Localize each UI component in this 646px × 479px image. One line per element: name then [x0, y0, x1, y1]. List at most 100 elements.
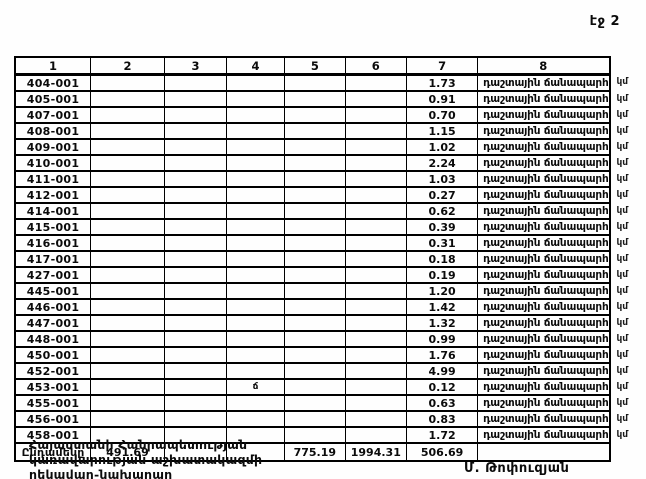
value-cell: 0.19 [406, 266, 479, 284]
footer-organization-text: Հայաստանի Հանրապետության կառավարության ա… [29, 437, 262, 479]
empty-cell [163, 250, 227, 268]
empty-cell [163, 362, 227, 380]
empty-cell [90, 314, 165, 332]
code-cell: 453-001 [14, 378, 92, 396]
code-cell: 450-001 [14, 346, 92, 364]
description-cell: դաշտային ճանապարհ [477, 298, 611, 316]
empty-cell [284, 122, 346, 140]
table-header-cell: 5 [284, 56, 346, 76]
code-cell: 458-001 [14, 426, 92, 444]
empty-cell [284, 234, 346, 252]
empty-cell [163, 106, 227, 124]
empty-cell [344, 362, 408, 380]
empty-cell [225, 138, 286, 156]
empty-cell [344, 73, 408, 92]
empty-cell [284, 394, 346, 412]
unit-label: կմ [616, 93, 629, 104]
empty-cell [225, 218, 286, 236]
description-cell: դաշտային ճանապարհ [477, 314, 611, 332]
empty-cell [163, 73, 227, 92]
empty-cell [344, 234, 408, 252]
empty-cell [90, 410, 165, 428]
code-cell: 409-001 [14, 138, 92, 156]
unit-label: կմ [616, 301, 629, 312]
value-cell: 0.91 [406, 90, 479, 108]
unit-label: կմ [616, 413, 629, 424]
empty-cell [284, 186, 346, 204]
empty-cell [163, 282, 227, 300]
table-row: 410-001 2.24 դաշտային ճանապարհ կմ [14, 154, 645, 172]
value-cell: 1.02 [406, 138, 479, 156]
value-cell: 0.12 [406, 378, 479, 396]
unit-label: կմ [616, 429, 629, 440]
empty-cell [163, 186, 227, 204]
unit-label: կմ [616, 173, 629, 184]
description-cell: դաշտային ճանապարհ [477, 90, 611, 108]
table-header-cell: 7 [406, 56, 479, 76]
empty-cell [344, 378, 408, 396]
description-cell: դաշտային ճանապարհ [477, 362, 611, 380]
empty-cell [90, 266, 165, 284]
unit-label: կմ [616, 189, 629, 200]
table-header-cell: 3 [163, 56, 227, 76]
empty-cell [90, 138, 165, 156]
table-row: 446-001 1.42 դաշտային ճանապարհ կմ [14, 298, 645, 316]
value-cell: 0.70 [406, 106, 479, 124]
empty-cell [344, 394, 408, 412]
unit-label: կմ [616, 317, 629, 328]
unit-label: կմ [616, 333, 629, 344]
description-cell: դաշտային ճանապարհ [477, 410, 611, 428]
empty-cell [284, 90, 346, 108]
value-cell: 1.72 [406, 426, 479, 444]
description-cell: դաշտային ճանապարհ [477, 234, 611, 252]
code-cell: 404-001 [14, 73, 92, 92]
description-cell: դաշտային ճանապարհ [477, 346, 611, 364]
empty-cell [225, 330, 286, 348]
unit-label: կմ [616, 365, 629, 376]
empty-cell [163, 170, 227, 188]
table-row: 427-001 0.19 դաշտային ճանապարհ կմ [14, 266, 645, 284]
empty-cell [163, 410, 227, 428]
table-row: 407-001 0.70 դաշտային ճանապարհ կմ [14, 106, 645, 124]
empty-cell [225, 314, 286, 332]
empty-cell [163, 90, 227, 108]
empty-cell [225, 186, 286, 204]
empty-cell [344, 154, 408, 172]
empty-cell [163, 122, 227, 140]
value-cell: 1.73 [406, 73, 479, 92]
table-header-cell: 1 [14, 56, 92, 76]
empty-cell [344, 426, 408, 444]
code-cell: 446-001 [14, 298, 92, 316]
empty-cell [344, 330, 408, 348]
empty-cell [90, 154, 165, 172]
empty-cell [90, 330, 165, 348]
table-row: 408-001 1.15 դաշտային ճանապարհ կմ [14, 122, 645, 140]
code-cell: 427-001 [14, 266, 92, 284]
description-cell: դաշտային ճանապարհ [477, 170, 611, 188]
value-cell: 1.20 [406, 282, 479, 300]
org-line: Հայաստանի Հանրապետության [29, 437, 248, 452]
unit-label: կմ [616, 253, 629, 264]
table-row: 453-001 ճ 0.12 դաշտային ճանապարհ կմ [14, 378, 645, 396]
table-row: 458-001 1.72 դաշտային ճանապարհ կմ [14, 426, 645, 444]
empty-cell [90, 73, 165, 92]
empty-cell [344, 138, 408, 156]
empty-cell [163, 314, 227, 332]
unit-label: կմ [616, 397, 629, 408]
empty-cell [225, 362, 286, 380]
empty-cell [344, 202, 408, 220]
description-cell: դաշտային ճանապարհ [477, 250, 611, 268]
empty-cell [163, 218, 227, 236]
empty-cell [284, 410, 346, 428]
empty-cell [344, 298, 408, 316]
total-row: Ընդամենը 491.69 775.19 1994.31 506.69 [14, 442, 645, 462]
unit-label: կմ [616, 141, 629, 152]
value-cell: 1.42 [406, 298, 479, 316]
empty-cell [90, 122, 165, 140]
value-cell: 1.03 [406, 170, 479, 188]
empty-cell [284, 426, 346, 444]
value-cell: 0.63 [406, 394, 479, 412]
description-cell: դաշտային ճանապարհ [477, 106, 611, 124]
value-cell: 0.99 [406, 330, 479, 348]
